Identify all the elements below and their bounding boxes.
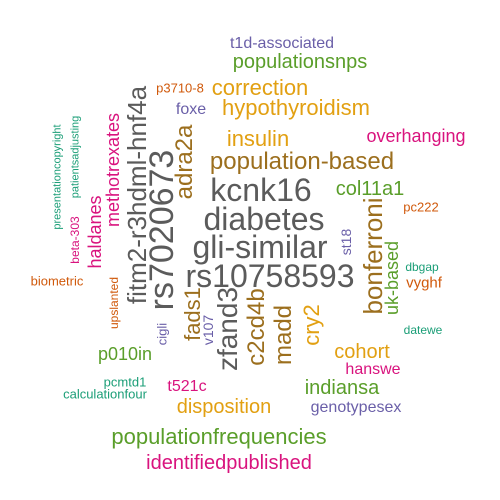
word-t1d-associated: t1d-associated: [229, 35, 335, 52]
word-pcmtd1: pcmtd1: [103, 374, 147, 390]
word-beta-303: beta-303: [68, 216, 82, 264]
word-correction: correction: [211, 75, 309, 100]
word-vyghf: vyghf: [406, 274, 442, 292]
word-pc222: pc222: [403, 199, 439, 215]
word-cohort: cohort: [334, 341, 390, 363]
word-presentationcopyright: presentationcopyright: [51, 124, 64, 230]
word-foxe: foxe: [175, 101, 207, 118]
word-populationsnps: populationsnps: [232, 51, 368, 73]
word-dbgap: dbgap: [405, 260, 439, 274]
word-v107: v107: [200, 314, 216, 346]
word-p010in: p010in: [97, 344, 153, 364]
word-hypothyroidism: hypothyroidism: [222, 95, 370, 120]
word-cry2: cry2: [299, 304, 324, 346]
word-overhanging: overhanging: [366, 126, 466, 146]
word-col11a1: col11a1: [335, 178, 405, 200]
word-rs10758593: rs10758593: [185, 258, 355, 294]
word-gli-similar: gli-similar: [192, 229, 328, 265]
word-patientsadjusting: patientsadjusting: [69, 115, 82, 199]
word-population-based: population-based: [209, 148, 395, 175]
word-zfand3: zfand3: [212, 286, 243, 372]
word-adra2a: adra2a: [171, 124, 198, 200]
word-cigli: cigli: [154, 322, 170, 346]
word-biometric: biometric: [30, 273, 84, 289]
word-madd: madd: [270, 304, 297, 366]
word-calculationfour: calculationfour: [63, 386, 147, 402]
word-identifiedpublished: identifiedpublished: [146, 452, 312, 474]
word-populationfrequencies: populationfrequencies: [111, 424, 327, 449]
word-upslanted: upslanted: [107, 276, 121, 330]
word-p3710-8: p3710-8: [156, 80, 204, 96]
word-diabetes: diabetes: [203, 201, 325, 237]
word-insulin: insulin: [226, 126, 290, 151]
word-uk-based: uk-based: [382, 240, 402, 316]
word-c2cd4b: c2cd4b: [243, 288, 270, 366]
word-kcnk16: kcnk16: [210, 172, 312, 208]
word-st18: st18: [338, 228, 354, 256]
word-indiansa: indiansa: [304, 377, 380, 399]
word-t521c: t521c: [167, 378, 207, 395]
word-datewe: datewe: [403, 323, 443, 337]
word-hanswe: hanswe: [345, 361, 401, 378]
word-disposition: disposition: [176, 396, 272, 418]
word-methotrexates: methotrexates: [103, 112, 123, 228]
word-haldanes: haldanes: [85, 195, 105, 269]
word-genotypesex: genotypesex: [310, 399, 402, 416]
